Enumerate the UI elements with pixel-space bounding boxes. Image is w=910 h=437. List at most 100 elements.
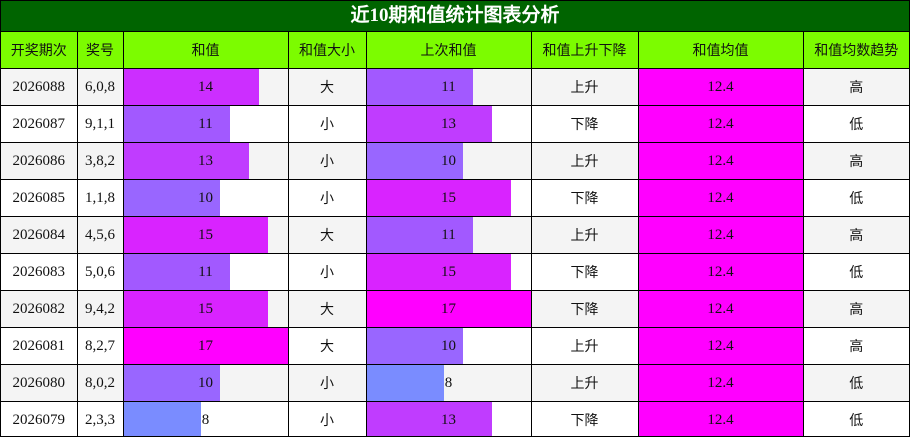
size-cell: 大 (287, 68, 367, 106)
direction-cell: 下降 (530, 179, 639, 217)
prev-sum-cell-bar (366, 106, 492, 142)
avg-cell: 12.4 (637, 327, 804, 365)
table-row: 2026088 6,0,8 14 大 11 上升 12.4 高 (1, 68, 909, 106)
column-header: 和值大小 (287, 32, 367, 69)
trend-cell: 低 (802, 364, 909, 402)
sum-cell: 10 (122, 179, 289, 217)
avg-cell: 12.4 (637, 68, 804, 106)
prev-sum-cell-label: 17 (441, 300, 456, 317)
period-cell: 2026085 (1, 179, 78, 217)
prev-sum-cell-bar (366, 69, 473, 105)
prev-sum-cell-bar (366, 291, 531, 327)
sum-cell-label: 14 (198, 78, 213, 95)
sum-cell: 15 (122, 216, 289, 254)
sum-cell: 13 (122, 142, 289, 180)
sum-cell: 8 (122, 401, 289, 436)
table-row: 2026083 5,0,6 11 小 15 下降 12.4 低 (1, 253, 909, 291)
prev-sum-cell-label: 15 (441, 189, 456, 206)
numbers-cell: 5,0,6 (76, 253, 124, 291)
sum-cell-bar (123, 106, 230, 142)
sum-cell-bar (123, 365, 220, 401)
sum-cell-bar (123, 143, 249, 179)
size-cell: 小 (287, 179, 367, 217)
sum-cell-bar (123, 180, 220, 216)
prev-sum-cell-bar (366, 180, 512, 216)
sum-cell-label: 15 (198, 226, 213, 243)
sum-cell: 11 (122, 253, 289, 291)
size-cell: 小 (287, 253, 367, 291)
numbers-cell: 8,2,7 (76, 327, 124, 365)
sum-cell-bar (123, 402, 201, 436)
direction-cell: 上升 (530, 142, 639, 180)
prev-sum-cell: 13 (365, 105, 532, 143)
prev-sum-cell: 13 (365, 401, 532, 436)
numbers-cell: 9,1,1 (76, 105, 124, 143)
table-row: 2026085 1,1,8 10 小 15 下降 12.4 低 (1, 179, 909, 217)
period-cell: 2026083 (1, 253, 78, 291)
trend-cell: 低 (802, 401, 909, 436)
prev-sum-cell: 15 (365, 179, 532, 217)
sum-cell: 10 (122, 364, 289, 402)
sum-cell-bar (123, 328, 288, 364)
period-cell: 2026079 (1, 401, 78, 436)
direction-cell: 下降 (530, 253, 639, 291)
sum-cell-bar (123, 217, 269, 253)
direction-cell: 上升 (530, 216, 639, 254)
size-cell: 小 (287, 364, 367, 402)
table-row: 2026081 8,2,7 17 大 10 上升 12.4 高 (1, 327, 909, 365)
trend-cell: 低 (802, 105, 909, 143)
table-row: 2026080 8,0,2 10 小 8 上升 12.4 低 (1, 364, 909, 402)
numbers-cell: 6,0,8 (76, 68, 124, 106)
header-row: 开奖期次 奖号 和值 和值大小 上次和值 和值上升下降 和值均值 和值均数趋势 (1, 32, 909, 69)
period-cell: 2026086 (1, 142, 78, 180)
prev-sum-cell-label: 13 (441, 411, 456, 428)
table-row: 2026086 3,8,2 13 小 10 上升 12.4 高 (1, 142, 909, 180)
prev-sum-cell: 8 (365, 364, 532, 402)
column-header: 和值上升下降 (530, 32, 639, 69)
sum-cell-label: 10 (198, 374, 213, 391)
avg-cell: 12.4 (637, 290, 804, 328)
avg-cell: 12.4 (637, 401, 804, 436)
sum-cell-label: 10 (198, 189, 213, 206)
numbers-cell: 1,1,8 (76, 179, 124, 217)
size-cell: 小 (287, 105, 367, 143)
sum-cell-bar (123, 69, 259, 105)
sum-cell: 11 (122, 105, 289, 143)
prev-sum-cell: 11 (365, 216, 532, 254)
numbers-cell: 4,5,6 (76, 216, 124, 254)
avg-cell: 12.4 (637, 364, 804, 402)
trend-cell: 高 (802, 216, 909, 254)
direction-cell: 下降 (530, 290, 639, 328)
period-cell: 2026081 (1, 327, 78, 365)
trend-cell: 高 (802, 68, 909, 106)
sum-cell-label: 13 (198, 152, 213, 169)
period-cell: 2026080 (1, 364, 78, 402)
prev-sum-cell-bar (366, 143, 463, 179)
trend-cell: 高 (802, 327, 909, 365)
size-cell: 大 (287, 327, 367, 365)
stats-table: 开奖期次 奖号 和值 和值大小 上次和值 和值上升下降 和值均值 和值均数趋势 2026088… (1, 32, 909, 436)
prev-sum-cell: 15 (365, 253, 532, 291)
prev-sum-cell-label: 10 (441, 152, 456, 169)
prev-sum-cell: 11 (365, 68, 532, 106)
sum-cell-label: 17 (198, 337, 213, 354)
direction-cell: 上升 (530, 364, 639, 402)
sum-cell-label: 8 (201, 411, 210, 428)
prev-sum-cell-bar (366, 365, 444, 401)
column-header: 和值均数趋势 (802, 32, 909, 69)
numbers-cell: 3,8,2 (76, 142, 124, 180)
prev-sum-cell-label: 13 (441, 115, 456, 132)
avg-cell: 12.4 (637, 253, 804, 291)
sum-cell-label: 11 (198, 115, 213, 132)
prev-sum-cell: 17 (365, 290, 532, 328)
direction-cell: 上升 (530, 327, 639, 365)
trend-cell: 高 (802, 290, 909, 328)
trend-cell: 高 (802, 142, 909, 180)
column-header: 上次和值 (365, 32, 532, 69)
prev-sum-cell-label: 11 (441, 226, 456, 243)
table-title: 近10期和值统计图表分析 (1, 1, 909, 32)
column-header: 奖号 (76, 32, 124, 69)
sum-cell: 14 (122, 68, 289, 106)
avg-cell: 12.4 (637, 179, 804, 217)
